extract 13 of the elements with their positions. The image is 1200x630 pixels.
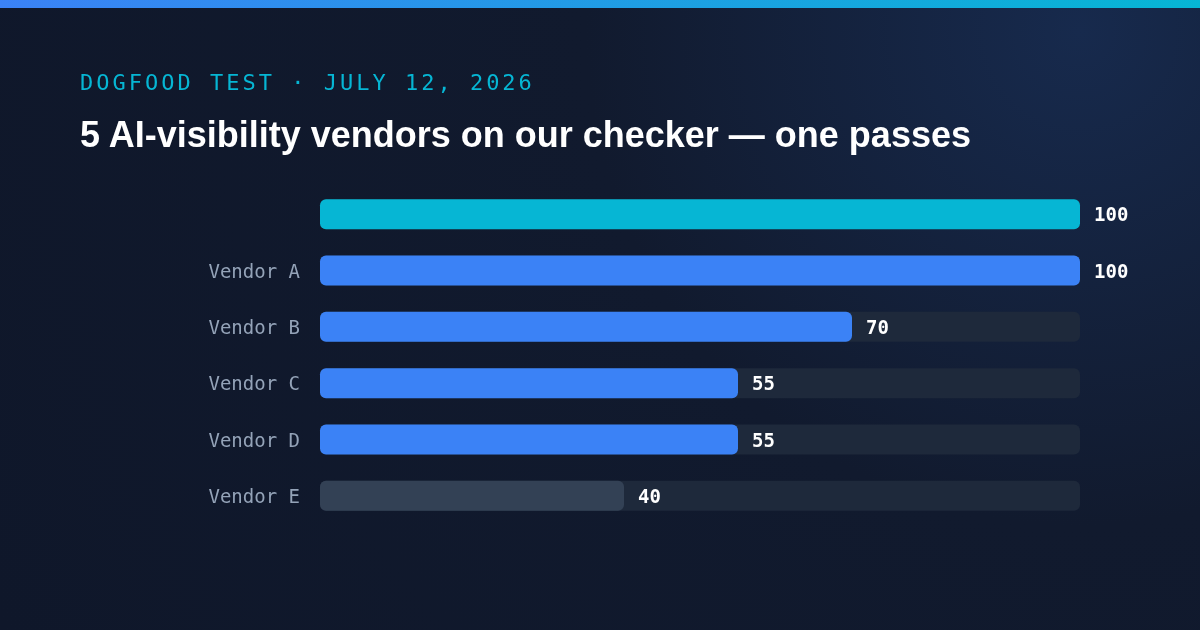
y-tick-label: Vendor B — [208, 315, 300, 338]
chart-subtitle: DOGFOOD TEST · JULY 12, 2026 — [80, 70, 535, 95]
chart-title: 5 AI-visibility vendors on our checker — one passes — [80, 114, 971, 156]
data-label: 70 — [866, 315, 889, 338]
data-label: 100 — [1094, 259, 1129, 282]
y-tick-label: Vendor C — [208, 372, 300, 395]
y-tick-label: Vendor D — [208, 428, 300, 451]
data-label: 100 — [1094, 203, 1129, 226]
y-tick-label: Vendor E — [208, 484, 300, 507]
data-label: 55 — [752, 428, 775, 451]
data-label: 40 — [638, 484, 661, 507]
data-label: 55 — [752, 372, 775, 395]
y-tick-label: Vendor A — [208, 259, 301, 282]
